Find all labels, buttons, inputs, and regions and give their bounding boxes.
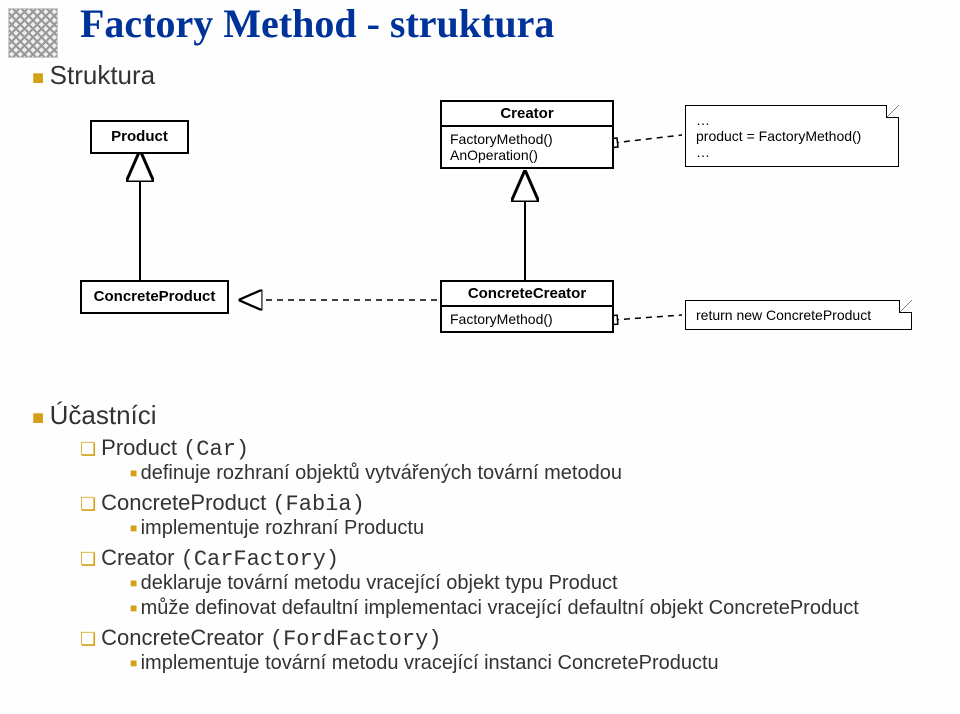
participant-concreteproduct: ConcreteProduct (Fabia) bbox=[80, 490, 365, 517]
uml-note1-l0: … bbox=[696, 112, 888, 128]
uml-note1-l1: product = FactoryMethod() bbox=[696, 128, 888, 144]
uml-note2-text: return new ConcreteProduct bbox=[696, 307, 871, 323]
participant-product: Product (Car) bbox=[80, 435, 249, 462]
uml-creator-m1: AnOperation() bbox=[450, 147, 604, 163]
uml-box-concretecreator: ConcreteCreator FactoryMethod() bbox=[440, 280, 614, 333]
participant-creator-code: (CarFactory) bbox=[181, 547, 339, 572]
participant-concretecreator-desc: implementuje tovární metodu vracející in… bbox=[130, 652, 719, 675]
uml-box-product: Product bbox=[90, 120, 189, 154]
uml-note-creator: … product = FactoryMethod() … bbox=[685, 105, 899, 167]
uml-note1-l2: … bbox=[696, 144, 888, 160]
uml-creator-name: Creator bbox=[442, 102, 612, 125]
uml-creator-m0: FactoryMethod() bbox=[450, 131, 604, 147]
uml-box-creator: Creator FactoryMethod() AnOperation() bbox=[440, 100, 614, 169]
participant-concreteproduct-code: (Fabia) bbox=[272, 492, 364, 517]
participant-creator-desc2: může definovat defaultní implementaci vr… bbox=[130, 597, 920, 620]
uml-concretecreator-m0: FactoryMethod() bbox=[450, 311, 604, 327]
uml-concretecreator-methods: FactoryMethod() bbox=[442, 305, 612, 331]
heading-ucastnici: Účastníci bbox=[32, 400, 157, 431]
uml-concreteproduct-name: ConcreteProduct bbox=[94, 288, 216, 305]
uml-box-concreteproduct: ConcreteProduct bbox=[80, 280, 229, 314]
uml-diagram: ConcreteProduct (dashed dependency) --> … bbox=[80, 100, 900, 380]
participant-concretecreator-label: ConcreteCreator bbox=[101, 625, 264, 650]
heading-struktura: Struktura bbox=[32, 60, 155, 91]
page-title: Factory Method - struktura bbox=[80, 0, 554, 47]
participant-concreteproduct-desc: implementuje rozhraní Productu bbox=[130, 517, 424, 540]
participant-concretecreator-code: (FordFactory) bbox=[270, 627, 442, 652]
slide-logo bbox=[8, 8, 58, 58]
participant-concreteproduct-label: ConcreteProduct bbox=[101, 490, 266, 515]
participant-concretecreator: ConcreteCreator (FordFactory) bbox=[80, 625, 442, 652]
participant-product-code: (Car) bbox=[183, 437, 249, 462]
participant-product-label: Product bbox=[101, 435, 177, 460]
uml-concretecreator-name: ConcreteCreator bbox=[442, 282, 612, 305]
participant-creator-desc1: deklaruje tovární metodu vracející objek… bbox=[130, 572, 618, 595]
participant-creator: Creator (CarFactory) bbox=[80, 545, 339, 572]
uml-creator-methods: FactoryMethod() AnOperation() bbox=[442, 125, 612, 167]
participant-product-desc: definuje rozhraní objektů vytvářených to… bbox=[130, 462, 622, 485]
uml-product-name: Product bbox=[111, 128, 168, 145]
uml-note-concretecreator: return new ConcreteProduct bbox=[685, 300, 912, 330]
participant-creator-label: Creator bbox=[101, 545, 174, 570]
